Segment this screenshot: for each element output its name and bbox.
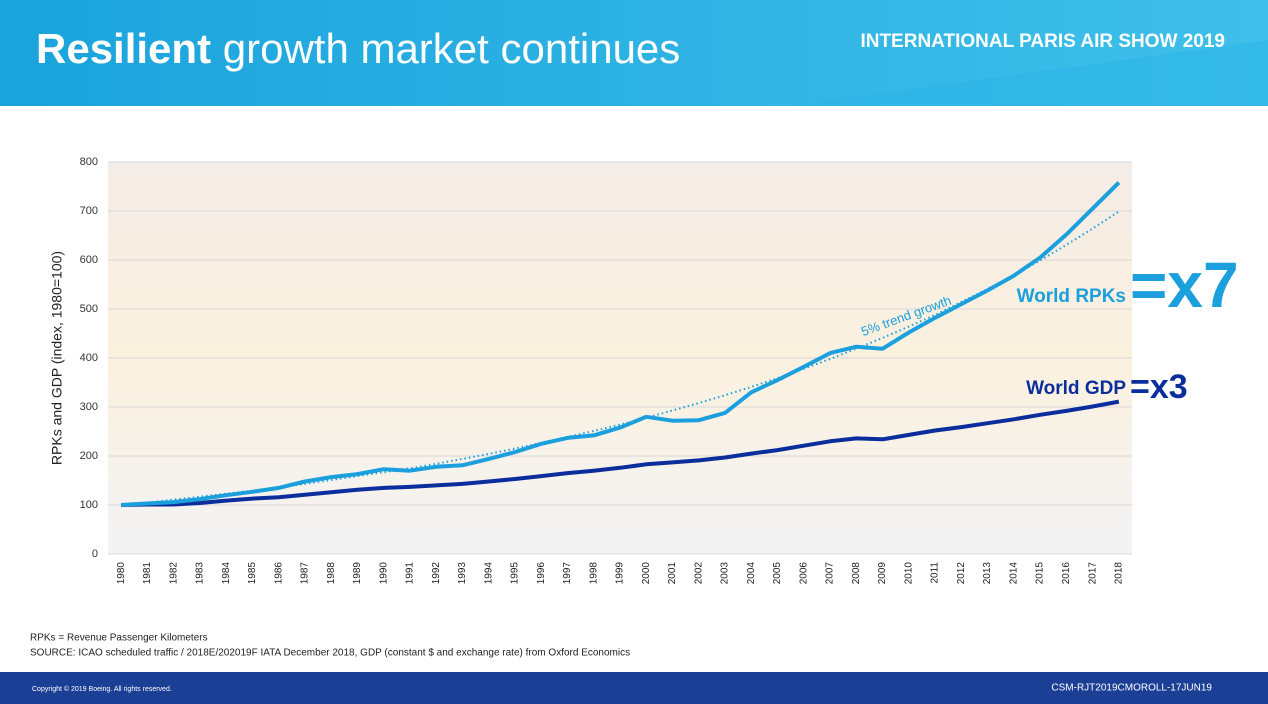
copyright: Copyright © 2019 Boeing. All rights rese… — [32, 685, 172, 693]
series-line — [120, 181, 1121, 507]
x-tick-label: 1996 — [536, 562, 547, 585]
series-line — [121, 399, 1120, 507]
x-tick-label: 1981 — [142, 562, 153, 585]
x-tick-label: 2009 — [877, 562, 888, 585]
x-tick-label: 1983 — [195, 562, 206, 585]
event-name: INTERNATIONAL PARIS AIR SHOW 2019 — [860, 31, 1225, 52]
series-label: World GDP — [1026, 378, 1126, 399]
x-tick-label: 2017 — [1087, 562, 1098, 585]
x-tick-label: 1987 — [300, 562, 311, 585]
x-tick-label: 1995 — [510, 562, 521, 585]
x-tick-label: 1994 — [483, 562, 494, 585]
x-tick-label: 2003 — [720, 562, 731, 585]
y-tick-label: 500 — [80, 303, 98, 315]
x-tick-label: 1982 — [168, 562, 179, 585]
slide-title: Resilient growth market continues — [36, 25, 680, 72]
x-tick-label: 2010 — [903, 562, 914, 585]
x-tick-label: 1998 — [588, 562, 599, 585]
x-tick-label: 2008 — [851, 562, 862, 585]
x-tick-label: 1985 — [247, 562, 258, 585]
multiplier: =x7 — [1130, 249, 1239, 321]
x-tick-label: 1980 — [116, 562, 127, 585]
x-tick-label: 2014 — [1008, 562, 1019, 585]
x-tick-label: 1992 — [431, 562, 442, 585]
x-tick-label: 2018 — [1114, 562, 1125, 585]
y-tick-label: 800 — [80, 156, 98, 168]
doc-code: CSM-RJT2019CMOROLL-17JUN19 — [1051, 683, 1212, 694]
footer-bar — [0, 672, 1268, 704]
x-tick-label: 1991 — [405, 562, 416, 585]
x-tick-label: 1993 — [457, 562, 468, 585]
x-tick-label: 1984 — [221, 562, 232, 585]
x-tick-label: 2012 — [956, 562, 967, 585]
multiplier: =x3 — [1130, 368, 1188, 406]
x-tick-label: 1999 — [615, 562, 626, 585]
y-tick-label: 700 — [80, 205, 98, 217]
footnote: RPKs = Revenue Passenger Kilometers — [30, 633, 208, 644]
x-tick-label: 2015 — [1035, 562, 1046, 585]
x-tick-label: 1989 — [352, 562, 363, 585]
x-tick-label: 1988 — [326, 562, 337, 585]
y-axis-label: RPKs and GDP (index, 1980=100) — [49, 251, 65, 465]
x-tick-label: 2006 — [798, 562, 809, 585]
x-tick-label: 1986 — [273, 562, 284, 585]
series-label: World RPKs — [1017, 286, 1126, 307]
x-tick-label: 2002 — [693, 562, 704, 585]
y-tick-label: 400 — [80, 352, 98, 364]
x-tick-label: 2005 — [772, 562, 783, 585]
y-tick-label: 100 — [80, 499, 98, 511]
x-tick-label: 1997 — [562, 562, 573, 585]
x-tick-label: 1990 — [378, 562, 389, 585]
x-tick-label: 2000 — [641, 562, 652, 585]
x-tick-label: 2001 — [667, 562, 678, 585]
x-tick-label: 2011 — [930, 562, 941, 584]
x-tick-label: 2016 — [1061, 562, 1072, 585]
y-tick-label: 200 — [80, 450, 98, 462]
header-accent — [790, 40, 1268, 106]
x-tick-label: 2004 — [746, 562, 757, 585]
y-tick-label: 300 — [80, 401, 98, 413]
source-note: SOURCE: ICAO scheduled traffic / 2018E/2… — [30, 648, 630, 659]
y-tick-label: 600 — [80, 254, 98, 266]
x-tick-label: 2013 — [982, 562, 993, 585]
x-tick-label: 2007 — [825, 562, 836, 585]
y-tick-label: 0 — [92, 548, 98, 560]
